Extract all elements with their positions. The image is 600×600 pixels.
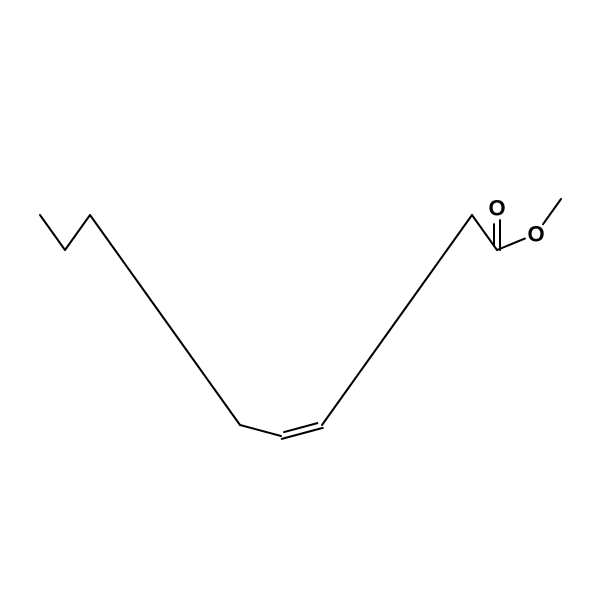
molecule-diagram: OO xyxy=(0,0,600,600)
bond-single xyxy=(215,390,240,425)
bond-single xyxy=(190,355,215,390)
atom-label: O xyxy=(488,196,505,221)
bond-single xyxy=(422,250,447,285)
bond-single xyxy=(90,215,115,250)
bond-single xyxy=(543,199,561,224)
bond-single xyxy=(165,320,190,355)
bond-single xyxy=(372,320,397,355)
atom-label: O xyxy=(527,222,544,247)
bond-single xyxy=(347,355,372,390)
bond-single xyxy=(140,285,165,320)
bond-single xyxy=(497,239,525,250)
bond-single xyxy=(397,285,422,320)
bond-single xyxy=(115,250,140,285)
bond-single xyxy=(65,215,90,250)
bond-single xyxy=(447,215,472,250)
bond-single xyxy=(40,215,65,250)
bond-single xyxy=(240,425,281,436)
bond-double-a xyxy=(282,428,323,439)
bond-single xyxy=(322,390,347,425)
